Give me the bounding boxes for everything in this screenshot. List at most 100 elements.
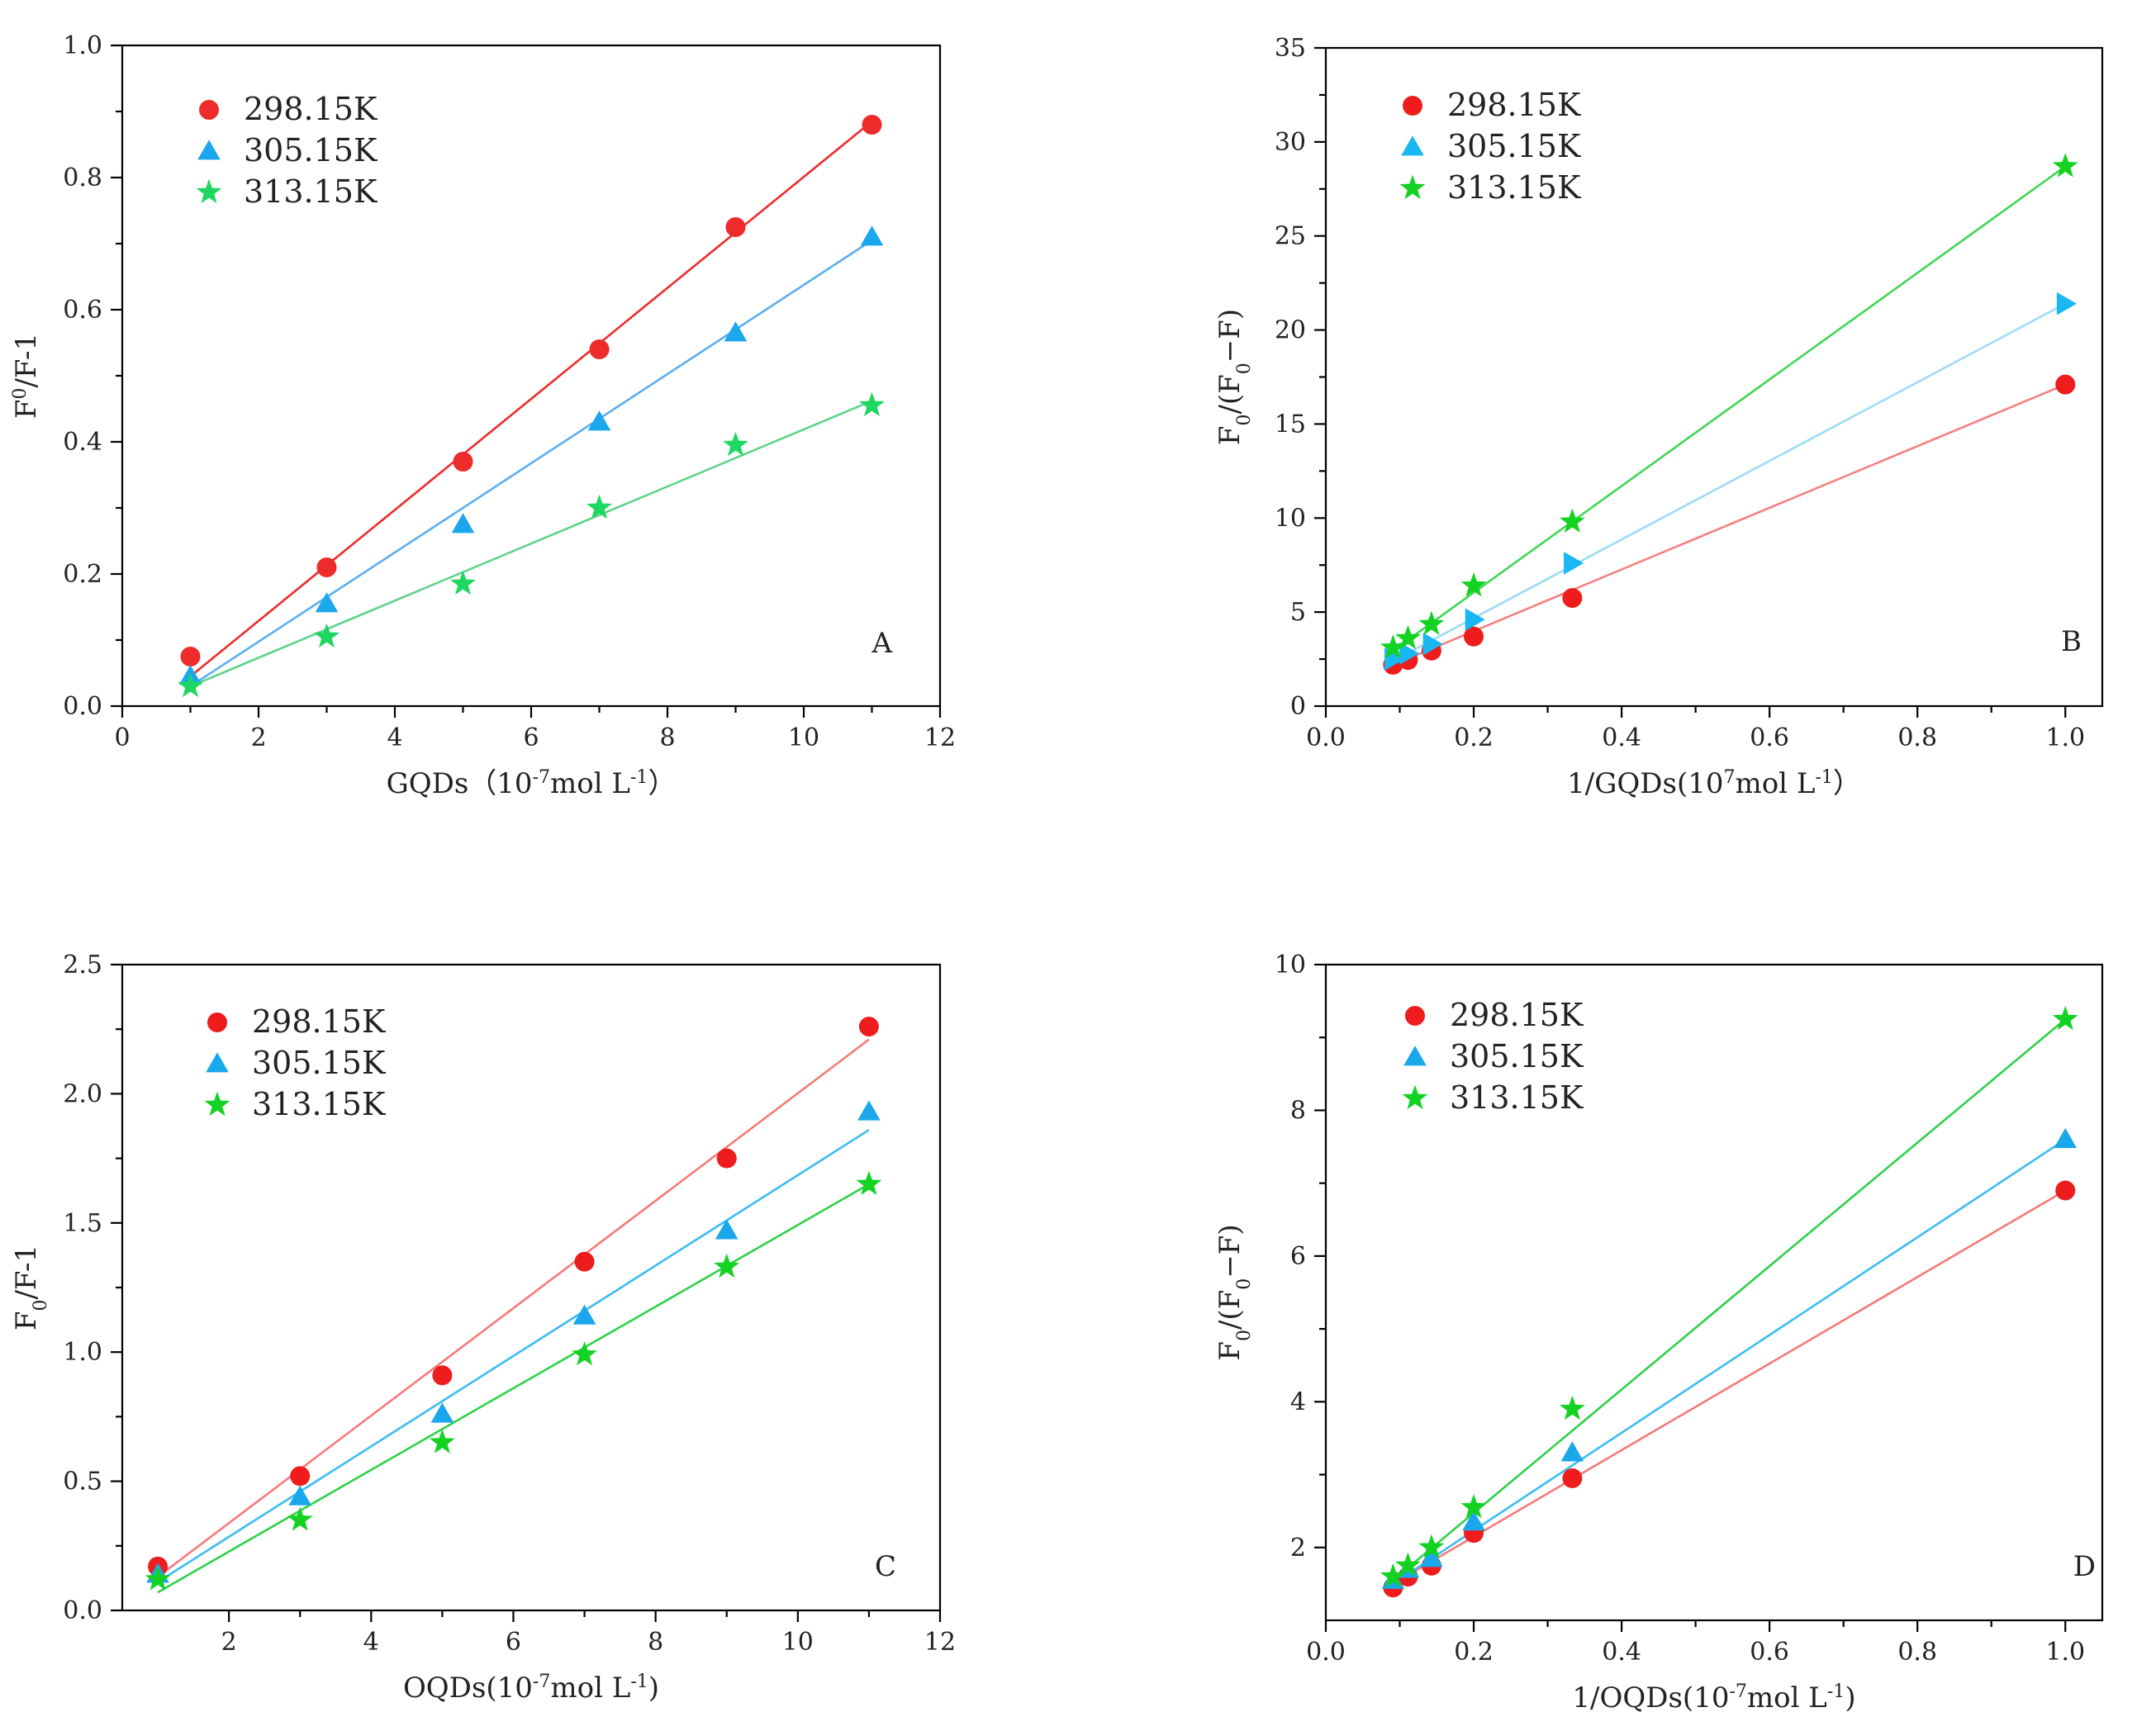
fit-line-305-15K xyxy=(189,239,873,688)
y-axis-title: F0/(F0−F) xyxy=(1213,309,1255,445)
panel-label: A xyxy=(871,627,892,660)
y-tick-label: 0.6 xyxy=(63,296,102,325)
x-axis-title: 1/OQDs(10-7mol L-1) xyxy=(1572,1681,1855,1715)
x-tick-label: 4 xyxy=(387,723,402,752)
data-point-298-15K xyxy=(589,339,610,359)
legend-label: 298.15K xyxy=(244,91,378,127)
data-point-305-15K xyxy=(1560,1441,1584,1462)
legend-label: 298.15K xyxy=(1447,87,1581,123)
data-point-305-15K xyxy=(857,1100,881,1121)
data-point-305-15K xyxy=(288,1485,312,1506)
data-point-298-15K xyxy=(453,452,473,472)
data-point-313-15K xyxy=(2052,153,2078,178)
y-tick-label: 0.4 xyxy=(63,428,102,457)
fit-line-313-15K xyxy=(157,1183,870,1594)
legend-marker xyxy=(207,1013,227,1032)
legend-label: 313.15K xyxy=(252,1086,386,1122)
x-tick-label: 6 xyxy=(506,1628,521,1657)
data-point-305-15K xyxy=(860,225,884,246)
x-tick-label: 0.6 xyxy=(1750,1638,1789,1667)
fit-line-305-15K xyxy=(157,1129,870,1583)
data-point-298-15K xyxy=(862,115,882,135)
data-point-313-15K xyxy=(723,431,748,457)
legend-label: 305.15K xyxy=(244,132,378,168)
y-tick-label: 2.0 xyxy=(63,1079,102,1108)
legend-marker xyxy=(1402,1084,1428,1110)
data-point-313-15K xyxy=(586,494,612,519)
x-tick-label: 10 xyxy=(788,723,819,752)
data-point-313-15K xyxy=(287,1506,313,1531)
data-point-298-15K xyxy=(574,1251,595,1272)
data-point-298-15K xyxy=(1562,1468,1583,1488)
data-point-298-15K xyxy=(290,1466,311,1487)
x-tick-label: 10 xyxy=(782,1628,814,1657)
legend-label: 305.15K xyxy=(252,1045,386,1081)
fit-line-313-15K xyxy=(189,400,873,688)
legend-label: 313.15K xyxy=(1447,169,1581,206)
fit-line-298-15K xyxy=(189,120,873,678)
data-point-313-15K xyxy=(145,1566,171,1591)
x-tick-label: 4 xyxy=(363,1628,379,1657)
data-point-313-15K xyxy=(1395,624,1421,650)
y-tick-label: 0.0 xyxy=(63,692,102,721)
y-tick-label: 25 xyxy=(1275,222,1306,251)
data-point-313-15K xyxy=(1559,508,1585,533)
y-axis-title: F0/F-1 xyxy=(10,1245,51,1330)
y-tick-label: 30 xyxy=(1275,128,1306,157)
x-axis-title: GQDs（10-7mol L-1） xyxy=(387,767,677,801)
panel-b: 0.0 0.2 0.4 0.6 0.8 1.0 0 5 10 15 20 25 30 35 298.15K 3… xyxy=(1213,34,2104,800)
x-tick-label: 1.0 xyxy=(2045,723,2085,752)
y-tick-label: 1.0 xyxy=(63,31,102,60)
y-tick-label: 0.2 xyxy=(63,560,102,589)
fit-line-305-15K xyxy=(1392,1138,2066,1585)
data-point-305-15K xyxy=(451,513,475,534)
x-tick-label: 0.2 xyxy=(1454,1638,1494,1667)
plot-frame xyxy=(1324,46,2104,708)
x-tick-label: 6 xyxy=(523,723,539,752)
legend-label: 298.15K xyxy=(252,1003,386,1040)
x-tick-label: 12 xyxy=(924,1628,956,1657)
data-point-305-15K xyxy=(1399,642,1420,666)
data-point-313-15K xyxy=(859,391,885,417)
data-point-313-15K xyxy=(429,1429,455,1454)
data-point-313-15K xyxy=(1380,634,1406,659)
x-tick-label: 0 xyxy=(114,723,130,752)
data-point-313-15K xyxy=(572,1341,597,1366)
data-point-298-15K xyxy=(432,1365,453,1386)
data-point-298-15K xyxy=(858,1017,879,1037)
x-tick-label: 2 xyxy=(221,1628,237,1657)
data-point-313-15K xyxy=(314,623,340,648)
data-point-313-15K xyxy=(2052,1005,2078,1031)
data-point-298-15K xyxy=(180,647,201,666)
data-point-305-15K xyxy=(430,1402,454,1423)
data-point-313-15K xyxy=(1395,1552,1421,1577)
y-tick-label: 0.0 xyxy=(63,1596,102,1625)
fit-line-305-15K xyxy=(1392,302,2066,662)
data-point-298-15K xyxy=(1562,588,1583,609)
x-tick-label: 0.8 xyxy=(1897,723,1937,752)
plot-frame xyxy=(1324,963,2104,1622)
panel-label: B xyxy=(2061,625,2082,658)
x-tick-label: 0.4 xyxy=(1602,1638,1641,1667)
data-point-313-15K xyxy=(1418,1534,1445,1558)
legend-label: 313.15K xyxy=(244,173,378,210)
fit-line-298-15K xyxy=(157,1038,870,1578)
x-tick-label: 0.6 xyxy=(1750,723,1789,752)
legend-marker xyxy=(1399,174,1426,200)
y-tick-label: 4 xyxy=(1290,1387,1306,1416)
data-point-298-15K xyxy=(316,557,337,577)
legend-marker xyxy=(196,178,222,204)
x-tick-label: 0.4 xyxy=(1602,723,1641,752)
data-point-305-15K xyxy=(724,321,748,342)
data-point-313-15K xyxy=(1460,1494,1487,1519)
fit-line-298-15K xyxy=(1392,1189,2066,1586)
y-tick-label: 15 xyxy=(1275,410,1306,439)
legend-label: 305.15K xyxy=(1450,1038,1584,1074)
legend-marker xyxy=(197,140,221,160)
fit-line-313-15K xyxy=(1392,165,2066,652)
data-point-313-15K xyxy=(1460,572,1487,597)
legend-marker xyxy=(206,1052,229,1073)
data-point-305-15K xyxy=(715,1219,738,1240)
panel-label: D xyxy=(2073,1550,2096,1583)
data-point-305-15K xyxy=(1564,552,1584,575)
